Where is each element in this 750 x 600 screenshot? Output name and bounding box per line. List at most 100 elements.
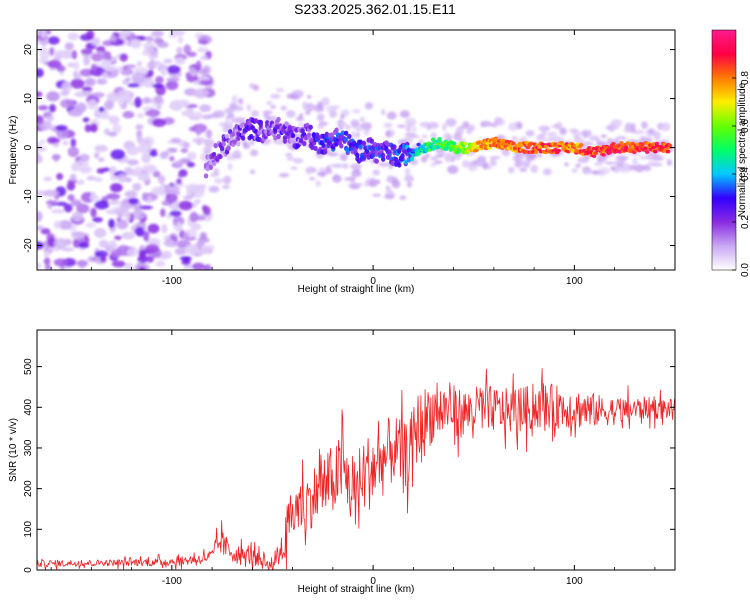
noise-blob [128, 197, 139, 205]
noise-blob [160, 182, 166, 193]
ridge-core-blob [619, 140, 624, 145]
noise-blob [79, 166, 93, 174]
noise-blob [60, 89, 70, 97]
ridge-core-blob [380, 156, 386, 162]
ridge-halo-blob [494, 118, 506, 126]
noise-blob [62, 140, 69, 146]
noise-blob [125, 177, 132, 183]
ridge-halo-blob [351, 130, 356, 135]
noise-blob [178, 200, 193, 211]
ridge-halo-blob [386, 175, 395, 184]
ridge-core-blob [231, 131, 236, 137]
ridge-halo-blob [632, 157, 639, 165]
noise-blob [112, 123, 122, 134]
noise-blob [145, 35, 154, 43]
noise-blob [186, 161, 195, 168]
noise-blob [145, 244, 160, 253]
noise-blob [78, 153, 90, 162]
ridge-halo-blob [305, 102, 315, 112]
ridge-halo-blob [359, 116, 366, 123]
noise-blob [67, 194, 75, 201]
ridge-halo-blob [468, 162, 478, 172]
noise-blob [85, 222, 96, 228]
ridge-core-blob [429, 142, 434, 146]
ridge-halo-blob [443, 132, 452, 141]
ridge-halo-blob [267, 115, 278, 122]
ridge-halo-blob [543, 170, 550, 174]
noise-blob [155, 260, 166, 267]
noise-blob [83, 54, 90, 66]
ridge-halo-blob [468, 124, 476, 132]
ridge-halo-blob [286, 93, 296, 99]
colorbar: 0.0 0.2 0.4 0.6 0.8 Normalized spectral ampl… [711, 29, 750, 277]
noise-blob [56, 172, 64, 181]
noise-blob [40, 40, 49, 45]
noise-blob [37, 146, 47, 152]
ridge-halo-blob [573, 137, 585, 144]
noise-blob [90, 123, 98, 133]
noise-blob [78, 241, 90, 249]
ridge-core-blob [400, 156, 405, 162]
ridge-halo-blob [667, 160, 672, 166]
ridge-halo-blob [237, 98, 244, 105]
ridge-halo-blob [490, 122, 498, 128]
ridge-halo-blob [315, 180, 321, 187]
ridge-core-blob [654, 141, 660, 146]
ridge-halo-blob [223, 121, 233, 129]
ridge-core-blob [236, 141, 241, 147]
ridge-halo-blob [209, 173, 217, 177]
ridge-core-blob [640, 143, 645, 147]
ridge-core-blob [533, 150, 539, 154]
noise-blob [37, 262, 42, 269]
ridge-halo-blob [593, 162, 603, 167]
ridge-halo-blob [461, 160, 470, 168]
noise-blob [40, 30, 47, 38]
ridge-halo-blob [646, 162, 658, 166]
noise-blob [134, 226, 145, 237]
noise-blob [200, 244, 212, 255]
noise-blob [86, 175, 96, 181]
ridge-halo-blob [399, 195, 407, 200]
noise-blob [67, 62, 76, 68]
spectrogram-ytick-label: -20 [23, 238, 34, 253]
ridge-halo-blob [580, 129, 592, 137]
ridge-core-blob [221, 141, 226, 147]
ridge-core-blob [667, 143, 672, 148]
ridge-halo-blob [425, 153, 430, 158]
noise-blob [37, 154, 43, 164]
snr-xtick-label: 0 [370, 576, 376, 587]
ridge-core-blob [311, 132, 317, 138]
noise-blob [134, 96, 142, 108]
ridge-halo-blob [249, 169, 256, 175]
ridge-halo-blob [360, 122, 372, 131]
noise-blob [192, 262, 205, 270]
noise-blob [82, 117, 90, 123]
ridge-halo-blob [275, 88, 285, 92]
noise-blob [37, 91, 43, 98]
ridge-halo-blob [512, 156, 518, 161]
ridge-halo-blob [519, 151, 525, 160]
noise-blob [127, 83, 140, 88]
noise-blob [137, 138, 151, 145]
noise-blob [200, 55, 208, 61]
ridge-halo-blob [363, 129, 370, 136]
noise-blob [61, 81, 73, 93]
ridge-halo-blob [396, 124, 406, 128]
ridge-halo-blob [651, 153, 661, 161]
ridge-halo-blob [227, 163, 233, 171]
noise-blob [84, 124, 92, 133]
noise-blob [104, 100, 115, 110]
noise-blob [183, 257, 190, 263]
ridge-core-blob [361, 140, 367, 146]
ridge-halo-blob [265, 100, 273, 106]
ridge-halo-blob [372, 169, 380, 176]
ridge-halo-blob [431, 162, 437, 167]
noise-blob [106, 92, 119, 103]
ridge-halo-blob [227, 113, 235, 119]
noise-blob [94, 200, 110, 210]
noise-blob [71, 50, 78, 60]
ridge-halo-blob [262, 110, 273, 115]
noise-blob [49, 47, 55, 56]
noise-blob [102, 50, 109, 61]
ridge-halo-blob [632, 130, 645, 135]
